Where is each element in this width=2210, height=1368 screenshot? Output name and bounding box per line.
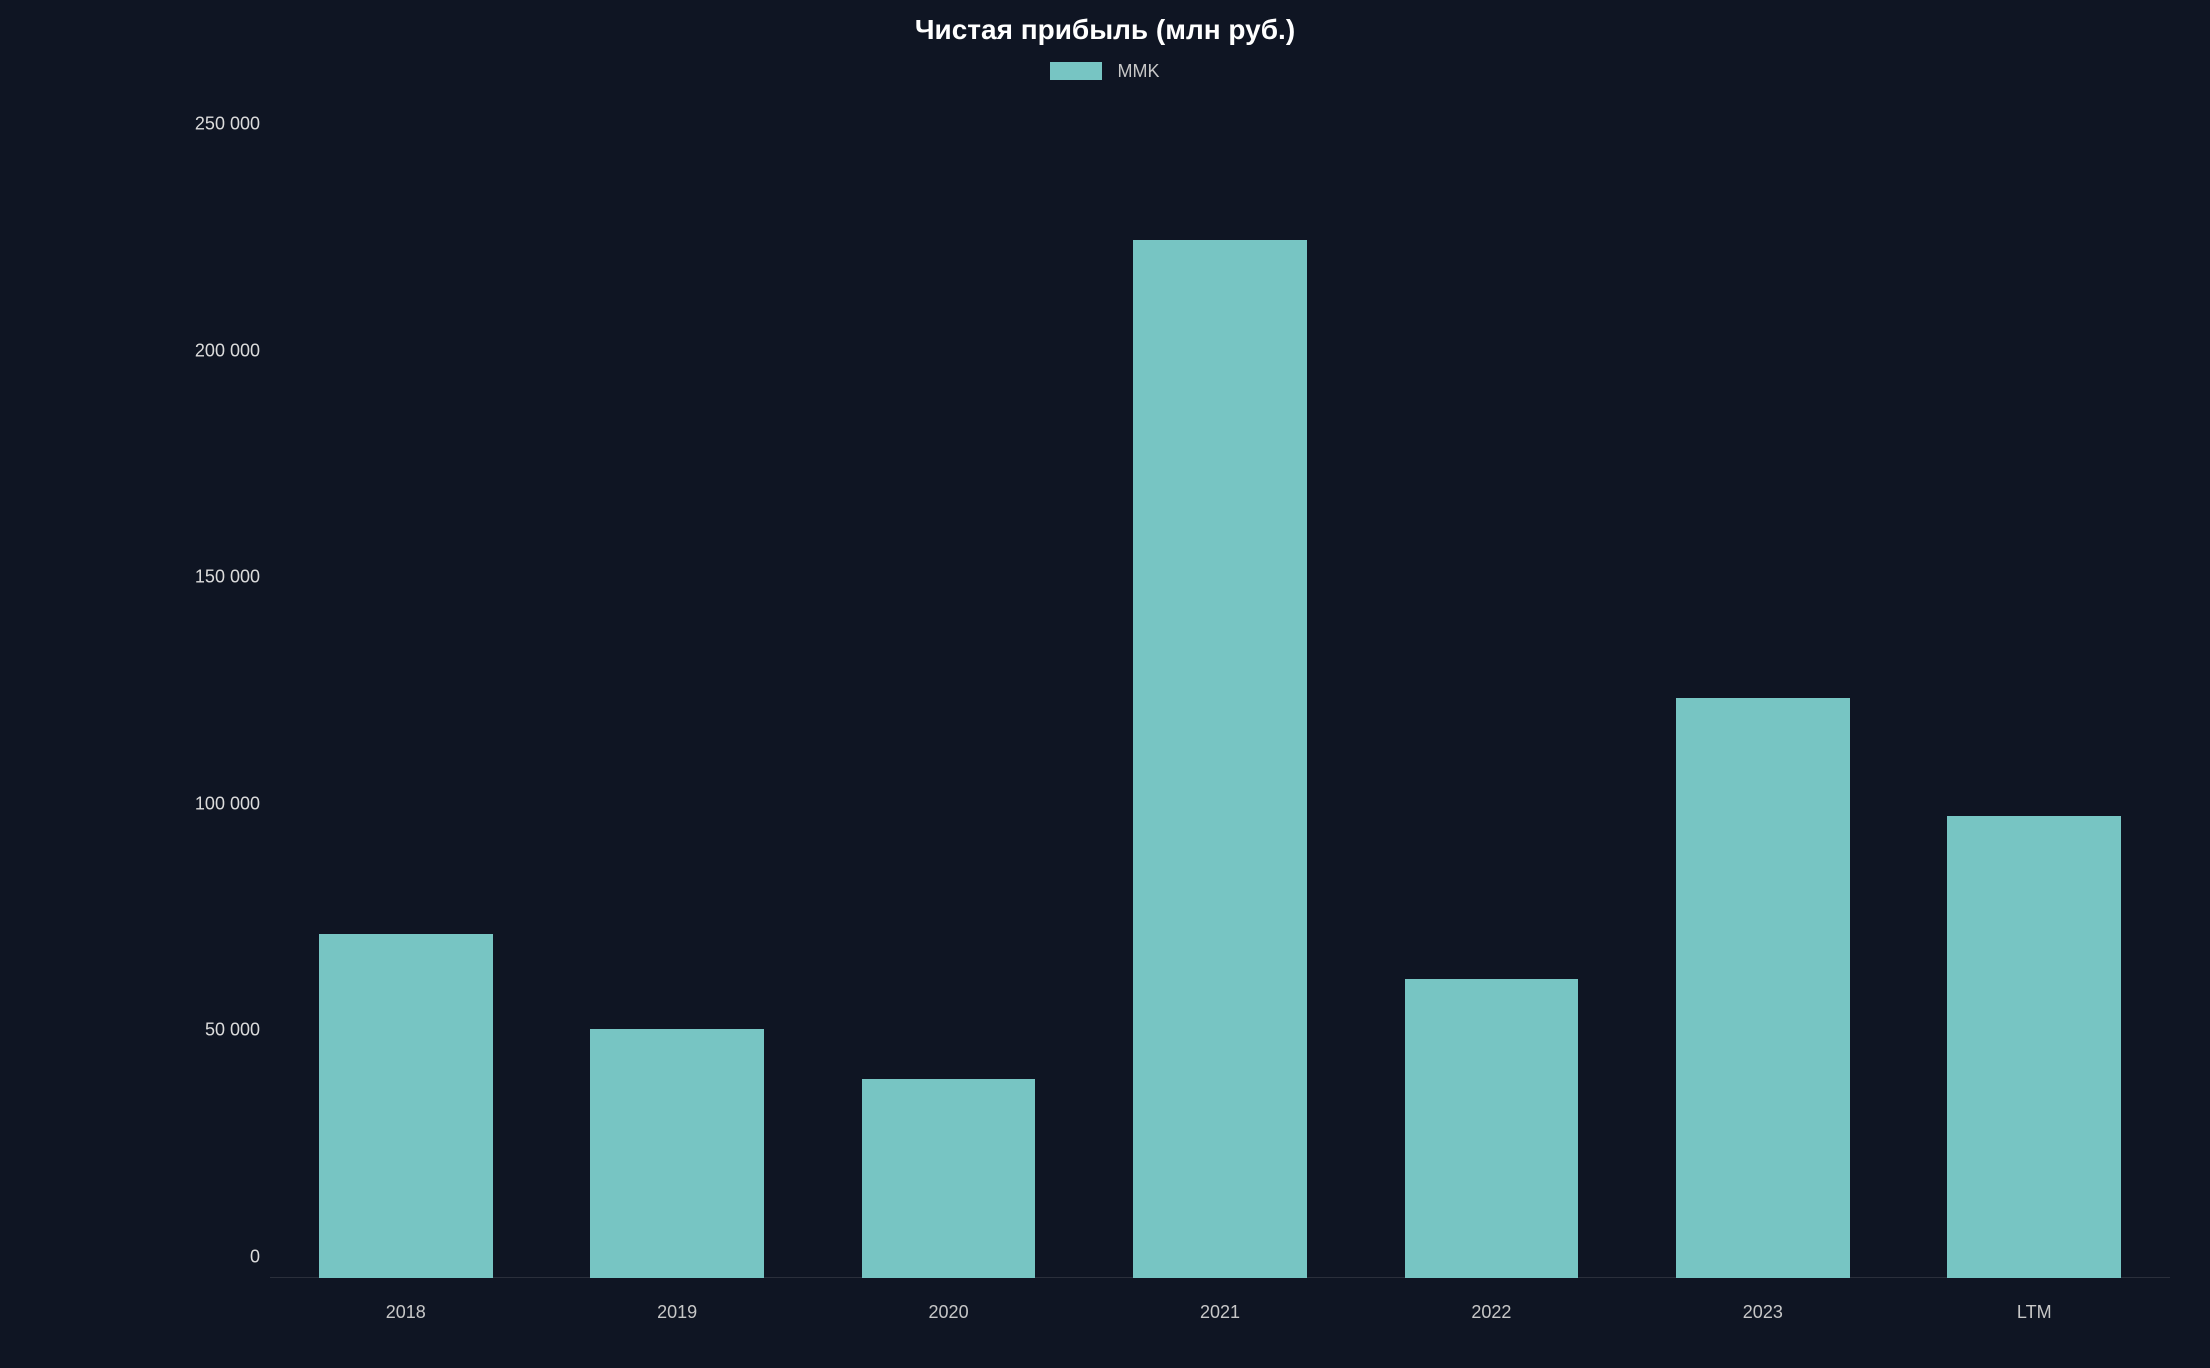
bar-slot: 2019 xyxy=(541,100,812,1278)
chart-title: Чистая прибыль (млн руб.) xyxy=(0,14,2210,46)
x-tick-label: LTM xyxy=(1899,1302,2170,1323)
bar[interactable] xyxy=(1133,240,1307,1278)
bar-slot: 2022 xyxy=(1356,100,1627,1278)
x-tick-label: 2018 xyxy=(270,1302,541,1323)
bar[interactable] xyxy=(1405,979,1579,1278)
bar[interactable] xyxy=(1947,816,2121,1278)
x-tick-label: 2019 xyxy=(541,1302,812,1323)
bar-slot: 2021 xyxy=(1084,100,1355,1278)
bar-slot: LTM xyxy=(1899,100,2170,1278)
x-tick-label: 2021 xyxy=(1084,1302,1355,1323)
bar[interactable] xyxy=(590,1029,764,1278)
y-tick-label: 250 000 xyxy=(160,114,260,135)
y-tick-label: 200 000 xyxy=(160,340,260,361)
y-tick-label: 150 000 xyxy=(160,567,260,588)
y-tick-label: 0 xyxy=(160,1247,260,1268)
legend-label: MMK xyxy=(1118,61,1160,81)
bar-slot: 2023 xyxy=(1627,100,1898,1278)
legend-swatch xyxy=(1050,62,1102,80)
x-tick-label: 2023 xyxy=(1627,1302,1898,1323)
legend[interactable]: MMK xyxy=(0,60,2210,82)
bar-slot: 2020 xyxy=(813,100,1084,1278)
y-tick-label: 50 000 xyxy=(160,1020,260,1041)
bar[interactable] xyxy=(319,934,493,1278)
bar[interactable] xyxy=(1676,698,1850,1278)
x-tick-label: 2022 xyxy=(1356,1302,1627,1323)
bars-container: 201820192020202120222023LTM xyxy=(270,100,2170,1278)
bar[interactable] xyxy=(862,1079,1036,1278)
bar-chart: Чистая прибыль (млн руб.) MMK 050 000100… xyxy=(0,0,2210,1368)
y-tick-label: 100 000 xyxy=(160,793,260,814)
bar-slot: 2018 xyxy=(270,100,541,1278)
plot-area: 050 000100 000150 000200 000250 000 2018… xyxy=(270,100,2170,1278)
x-tick-label: 2020 xyxy=(813,1302,1084,1323)
